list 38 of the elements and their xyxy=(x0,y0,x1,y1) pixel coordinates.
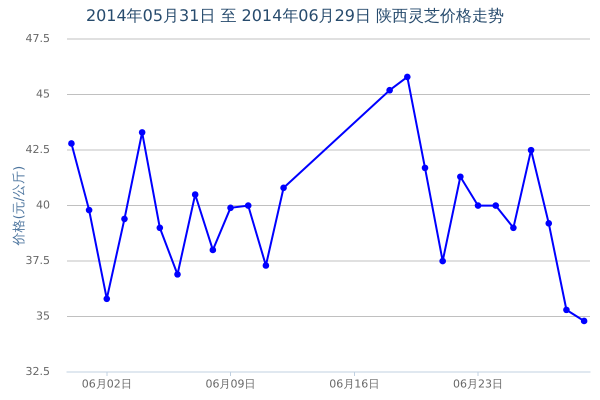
point xyxy=(422,164,428,172)
chart-title: 2014年05月31日 至 2014年06月29日 陕西灵芝价格走势 xyxy=(86,6,504,25)
point xyxy=(386,86,393,94)
point xyxy=(563,306,570,314)
point xyxy=(103,295,110,302)
point xyxy=(528,146,534,154)
y-tick-label: 45 xyxy=(36,88,50,101)
point xyxy=(138,129,146,136)
x-tick-label: 06月16日 xyxy=(329,377,380,390)
point xyxy=(156,224,164,232)
point xyxy=(192,191,198,198)
y-tick-label: 40 xyxy=(36,198,50,212)
point xyxy=(262,262,270,269)
y-tick-label: 47.5 xyxy=(26,32,50,46)
point xyxy=(439,258,446,264)
point xyxy=(280,184,287,192)
y-tick-label: 32.5 xyxy=(26,364,50,378)
y-axis-title: 价格(元/公斤) xyxy=(12,166,28,246)
y-tick-label: 37.5 xyxy=(26,254,50,267)
x-tick-label: 06月09日 xyxy=(206,377,256,390)
x-tick-label: 06月23日 xyxy=(453,377,504,390)
point xyxy=(457,173,464,180)
point xyxy=(545,220,552,227)
y-tick-label: 42.5 xyxy=(26,142,50,156)
point xyxy=(510,224,517,232)
point xyxy=(86,206,92,214)
point xyxy=(227,204,234,212)
point xyxy=(121,216,128,222)
x-tick-label: 06月02日 xyxy=(82,377,132,390)
point xyxy=(210,246,216,254)
point xyxy=(174,271,181,278)
y-tick-label: 35 xyxy=(36,309,50,322)
point xyxy=(474,202,482,209)
point xyxy=(492,202,500,209)
point xyxy=(68,140,75,147)
point xyxy=(404,74,411,80)
point xyxy=(580,318,588,324)
point xyxy=(244,202,252,209)
